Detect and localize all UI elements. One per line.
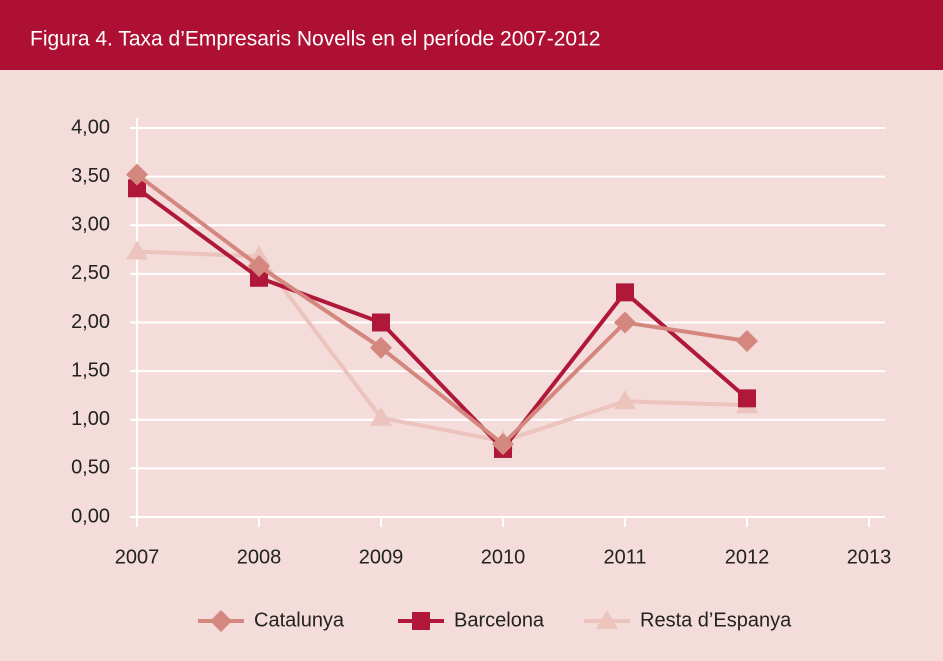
x-tick-label: 2007	[115, 546, 160, 568]
y-tick-label: 0,00	[71, 505, 110, 527]
y-tick-label: 1,00	[71, 408, 110, 430]
marker	[126, 163, 148, 186]
series-line	[135, 186, 749, 451]
legend-label: Resta d’Espanya	[640, 609, 792, 631]
y-tick-label: 2,50	[71, 262, 110, 284]
marker	[492, 433, 514, 456]
series-line	[136, 249, 748, 444]
legend-marker	[210, 610, 232, 632]
marker	[250, 268, 268, 287]
marker	[248, 255, 270, 278]
y-tick-label: 1,50	[71, 359, 110, 381]
legend-marker	[596, 610, 618, 629]
header-band	[0, 0, 943, 70]
marker	[738, 389, 756, 408]
marker	[370, 406, 392, 426]
marker	[372, 313, 390, 332]
chart-title: Figura 4. Taxa d’Empresaris Novells en e…	[30, 28, 600, 51]
marker	[614, 311, 636, 334]
legend-label: Barcelona	[454, 609, 545, 631]
x-tick-label: 2013	[847, 546, 892, 568]
marker	[614, 390, 636, 410]
marker	[370, 336, 392, 359]
y-tick-label: 3,50	[71, 165, 110, 187]
x-tick-label: 2009	[359, 546, 404, 568]
legend-marker	[412, 612, 430, 630]
marker	[128, 179, 146, 198]
series-line	[135, 173, 748, 447]
marker	[126, 240, 148, 260]
x-tick-label: 2010	[481, 546, 526, 568]
y-tick-label: 3,00	[71, 214, 110, 236]
y-tick-label: 0,50	[71, 457, 110, 479]
marker	[616, 283, 634, 302]
y-tick-label: 2,00	[71, 311, 110, 333]
x-tick-label: 2011	[603, 546, 646, 568]
marker	[736, 329, 758, 352]
x-tick-label: 2012	[725, 546, 770, 568]
y-tick-label: 4,00	[71, 116, 110, 138]
x-tick-label: 2008	[237, 546, 282, 568]
legend-label: Catalunya	[254, 609, 345, 631]
